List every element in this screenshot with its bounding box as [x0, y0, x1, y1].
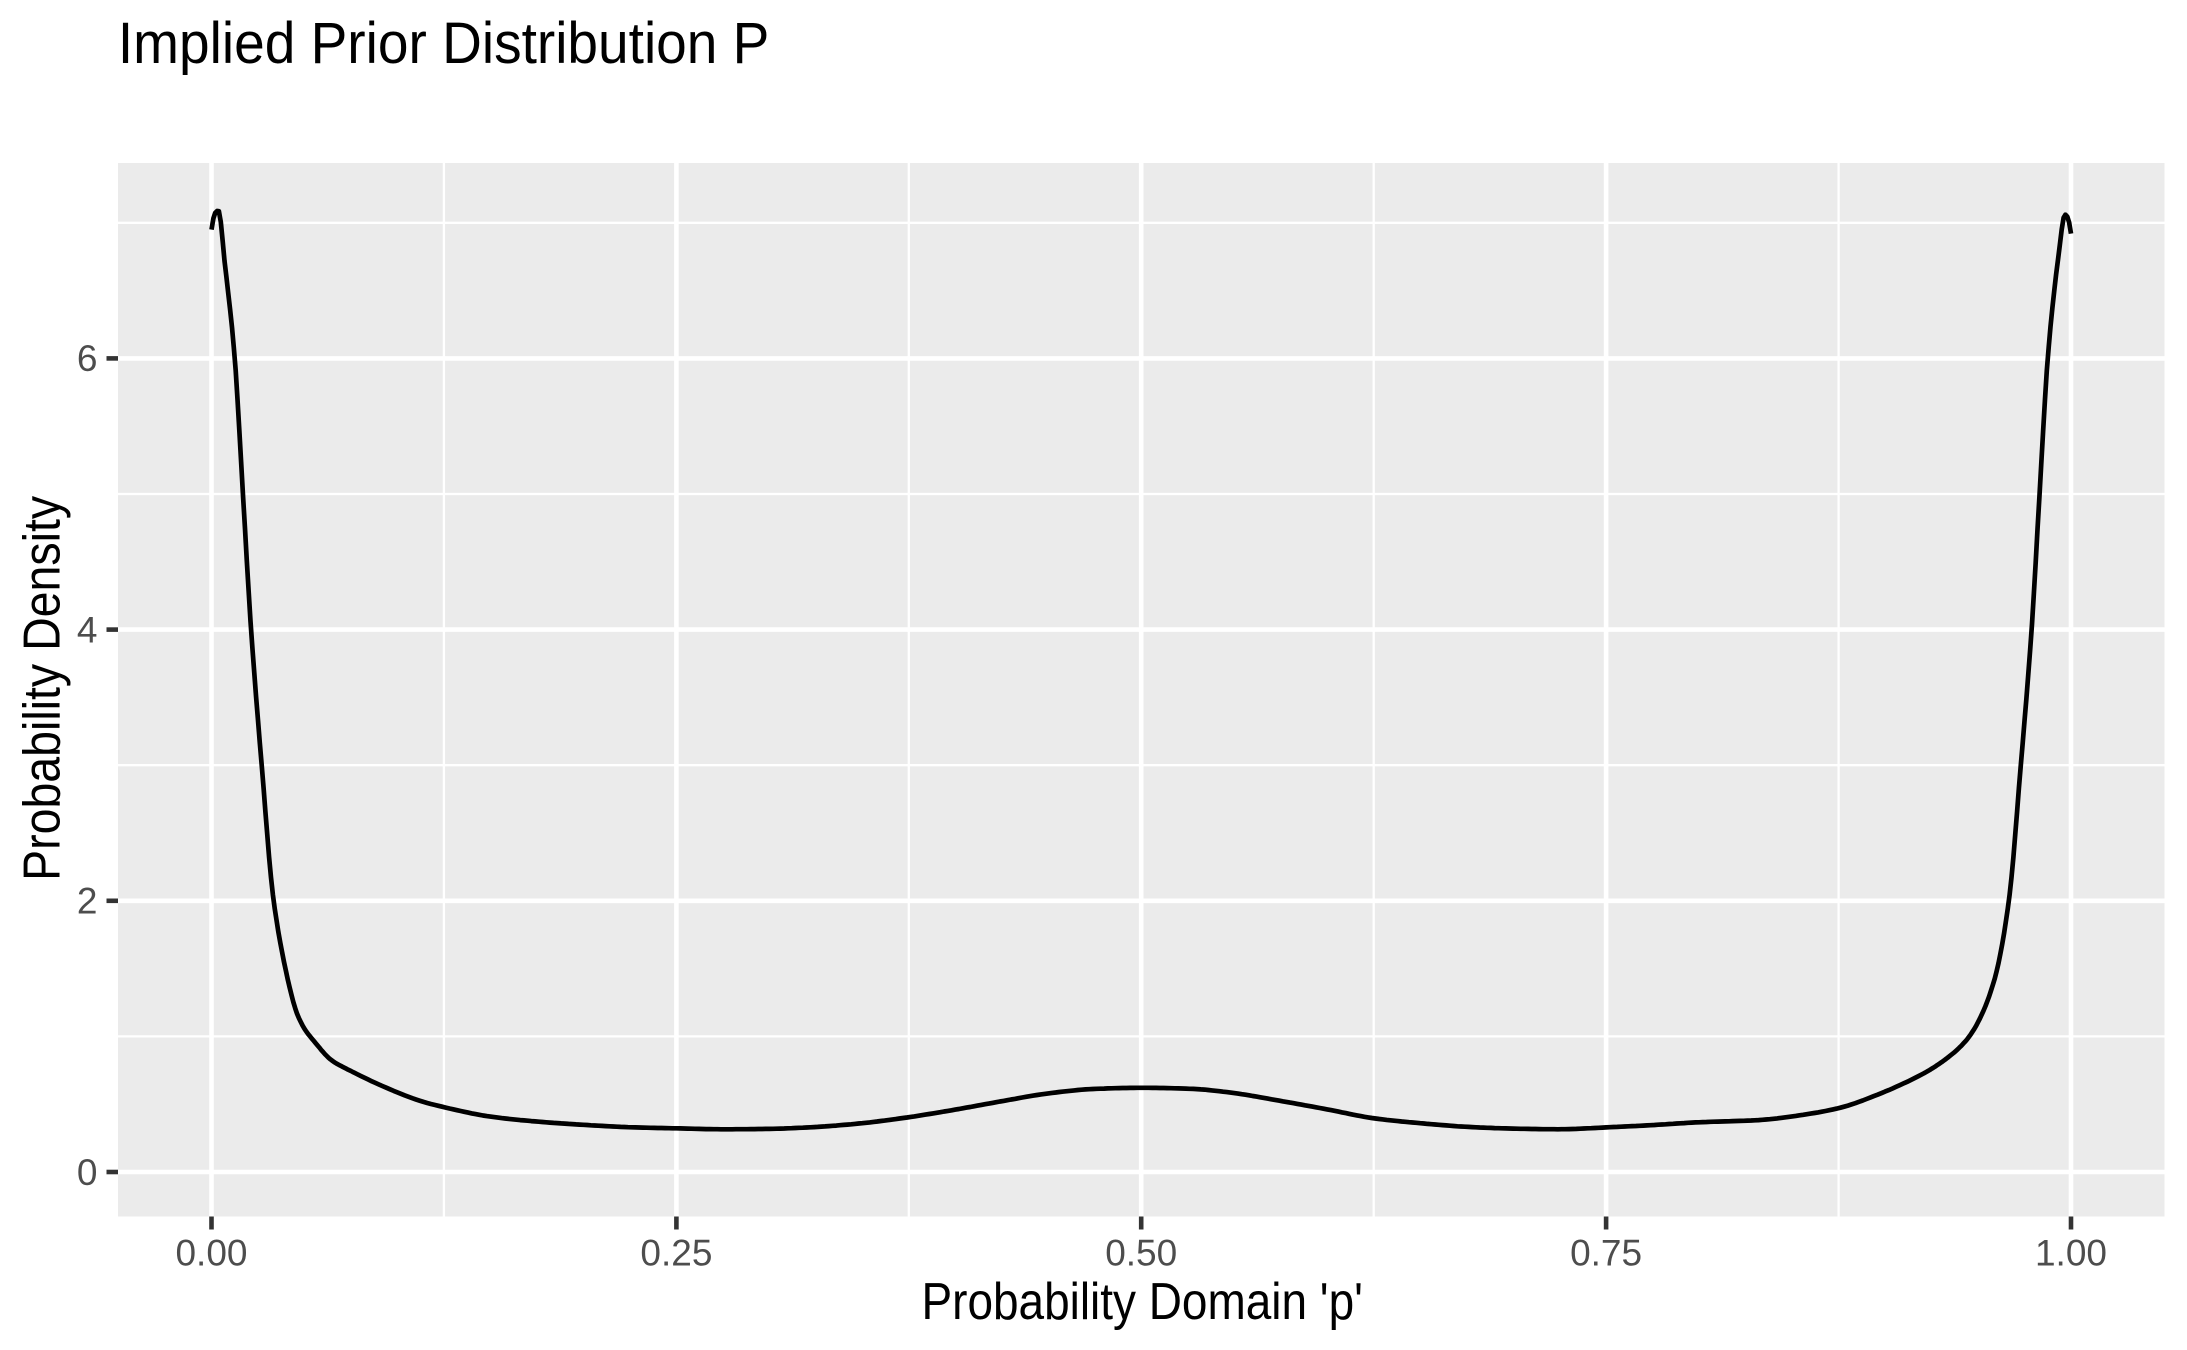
svg-text:0.25: 0.25 — [640, 1232, 712, 1273]
svg-text:0.00: 0.00 — [175, 1232, 247, 1273]
svg-text:2: 2 — [77, 881, 98, 922]
svg-text:0.50: 0.50 — [1105, 1232, 1177, 1273]
svg-text:Implied Prior Distribution P: Implied Prior Distribution P — [118, 11, 770, 76]
svg-text:0: 0 — [77, 1152, 98, 1193]
svg-text:1.00: 1.00 — [2035, 1232, 2107, 1273]
svg-text:Probability Domain 'p': Probability Domain 'p' — [922, 1272, 1363, 1330]
svg-text:6: 6 — [77, 338, 98, 379]
svg-text:Probability Density: Probability Density — [13, 496, 71, 881]
svg-text:0.75: 0.75 — [1570, 1232, 1642, 1273]
svg-text:4: 4 — [77, 609, 98, 650]
